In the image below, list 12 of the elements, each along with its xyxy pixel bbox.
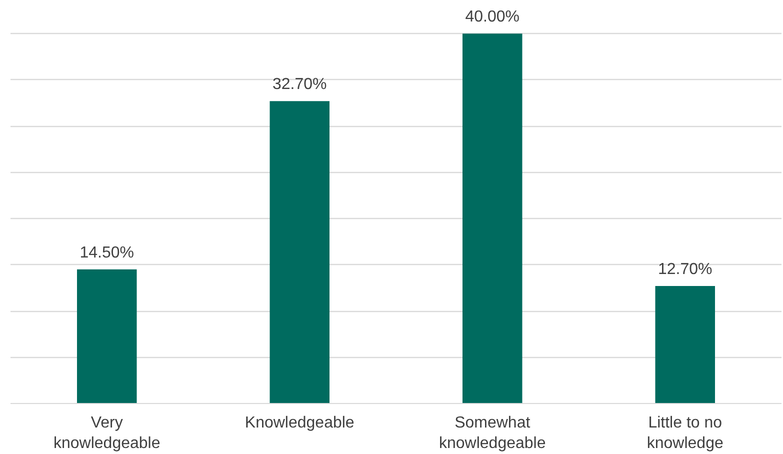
bar (270, 101, 330, 404)
data-label: 32.70% (272, 76, 327, 94)
data-label: 40.00% (465, 8, 520, 26)
bar (462, 34, 522, 404)
x-tick-label: Somewhat knowledgeable (439, 414, 546, 452)
data-label: 14.50% (80, 244, 134, 262)
x-tick-label: Very knowledgeable (54, 414, 160, 452)
bar (77, 269, 137, 404)
x-tick-label: Knowledgeable (244, 414, 354, 432)
data-label: 12.70% (658, 261, 712, 278)
bar (655, 286, 715, 404)
x-tick-label: Little to no knowledge (646, 414, 724, 452)
